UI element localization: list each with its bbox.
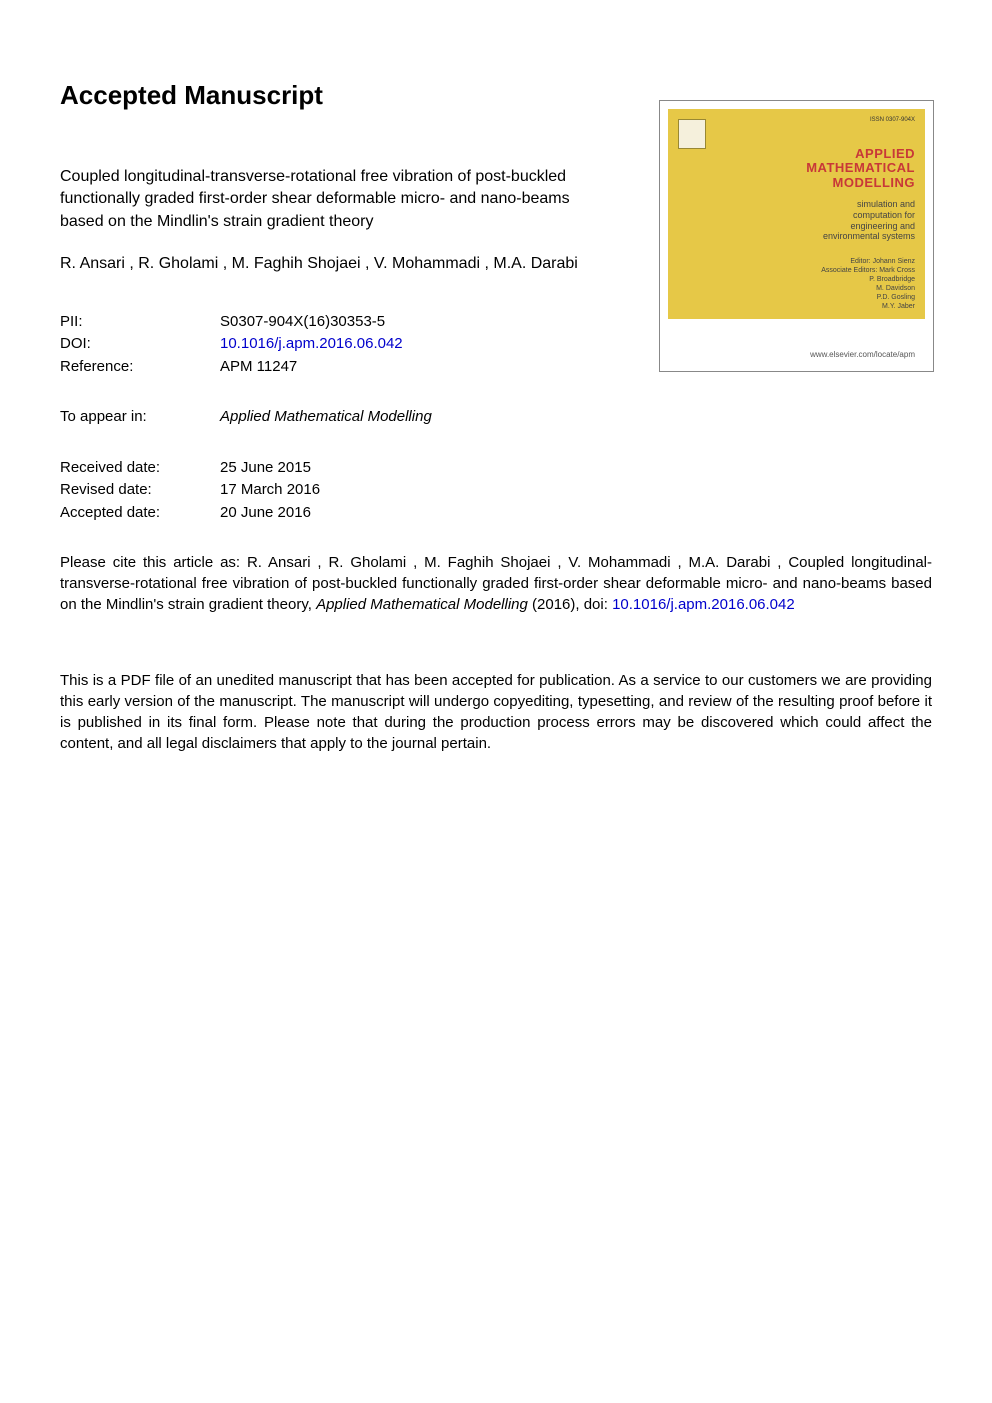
meta-label: PII: [60, 311, 220, 334]
meta-row-accepted: Accepted date: 20 June 2016 [60, 502, 932, 525]
article-authors: R. Ansari , R. Gholami , M. Faghih Shoja… [60, 253, 580, 275]
disclaimer-text: This is a PDF file of an unedited manusc… [60, 670, 932, 754]
journal-cover: ISSN 0307-904X APPLIED MATHEMATICAL MODE… [659, 100, 934, 372]
meta-block-3: Received date: 25 June 2015 Revised date… [60, 457, 932, 525]
meta-block-2: To appear in: Applied Mathematical Model… [60, 406, 932, 429]
meta-row-received: Received date: 25 June 2015 [60, 457, 932, 480]
cover-issn: ISSN 0307-904X [870, 117, 915, 123]
meta-value-journal: Applied Mathematical Modelling [220, 406, 932, 429]
elsevier-logo [678, 119, 706, 149]
meta-label: To appear in: [60, 406, 220, 429]
citation-text: Please cite this article as: R. Ansari ,… [60, 552, 932, 615]
meta-label: Received date: [60, 457, 220, 480]
cover-inner: ISSN 0307-904X APPLIED MATHEMATICAL MODE… [668, 109, 925, 319]
meta-row-revised: Revised date: 17 March 2016 [60, 479, 932, 502]
cover-journal-title: APPLIED MATHEMATICAL MODELLING [806, 147, 915, 190]
cover-subtitle: simulation and computation for engineeri… [823, 199, 915, 242]
meta-value: 25 June 2015 [220, 457, 932, 480]
meta-label: Accepted date: [60, 502, 220, 525]
cover-url: www.elsevier.com/locate/apm [810, 350, 915, 359]
cover-title-line: MODELLING [833, 175, 916, 190]
cite-journal: Applied Mathematical Modelling [316, 596, 528, 613]
cite-doi-link[interactable]: 10.1016/j.apm.2016.06.042 [612, 596, 795, 613]
meta-value: 17 March 2016 [220, 479, 932, 502]
meta-value: 20 June 2016 [220, 502, 932, 525]
cover-title-line: APPLIED [855, 146, 915, 161]
cover-title-line: MATHEMATICAL [806, 160, 915, 175]
cover-editors: Editor: Johann Sienz Associate Editors: … [821, 257, 915, 312]
article-title: Coupled longitudinal-transverse-rotation… [60, 166, 580, 233]
cite-year: (2016), doi: [528, 596, 612, 613]
meta-label: Reference: [60, 356, 220, 379]
meta-row-appear: To appear in: Applied Mathematical Model… [60, 406, 932, 429]
meta-label: DOI: [60, 333, 220, 356]
meta-label: Revised date: [60, 479, 220, 502]
